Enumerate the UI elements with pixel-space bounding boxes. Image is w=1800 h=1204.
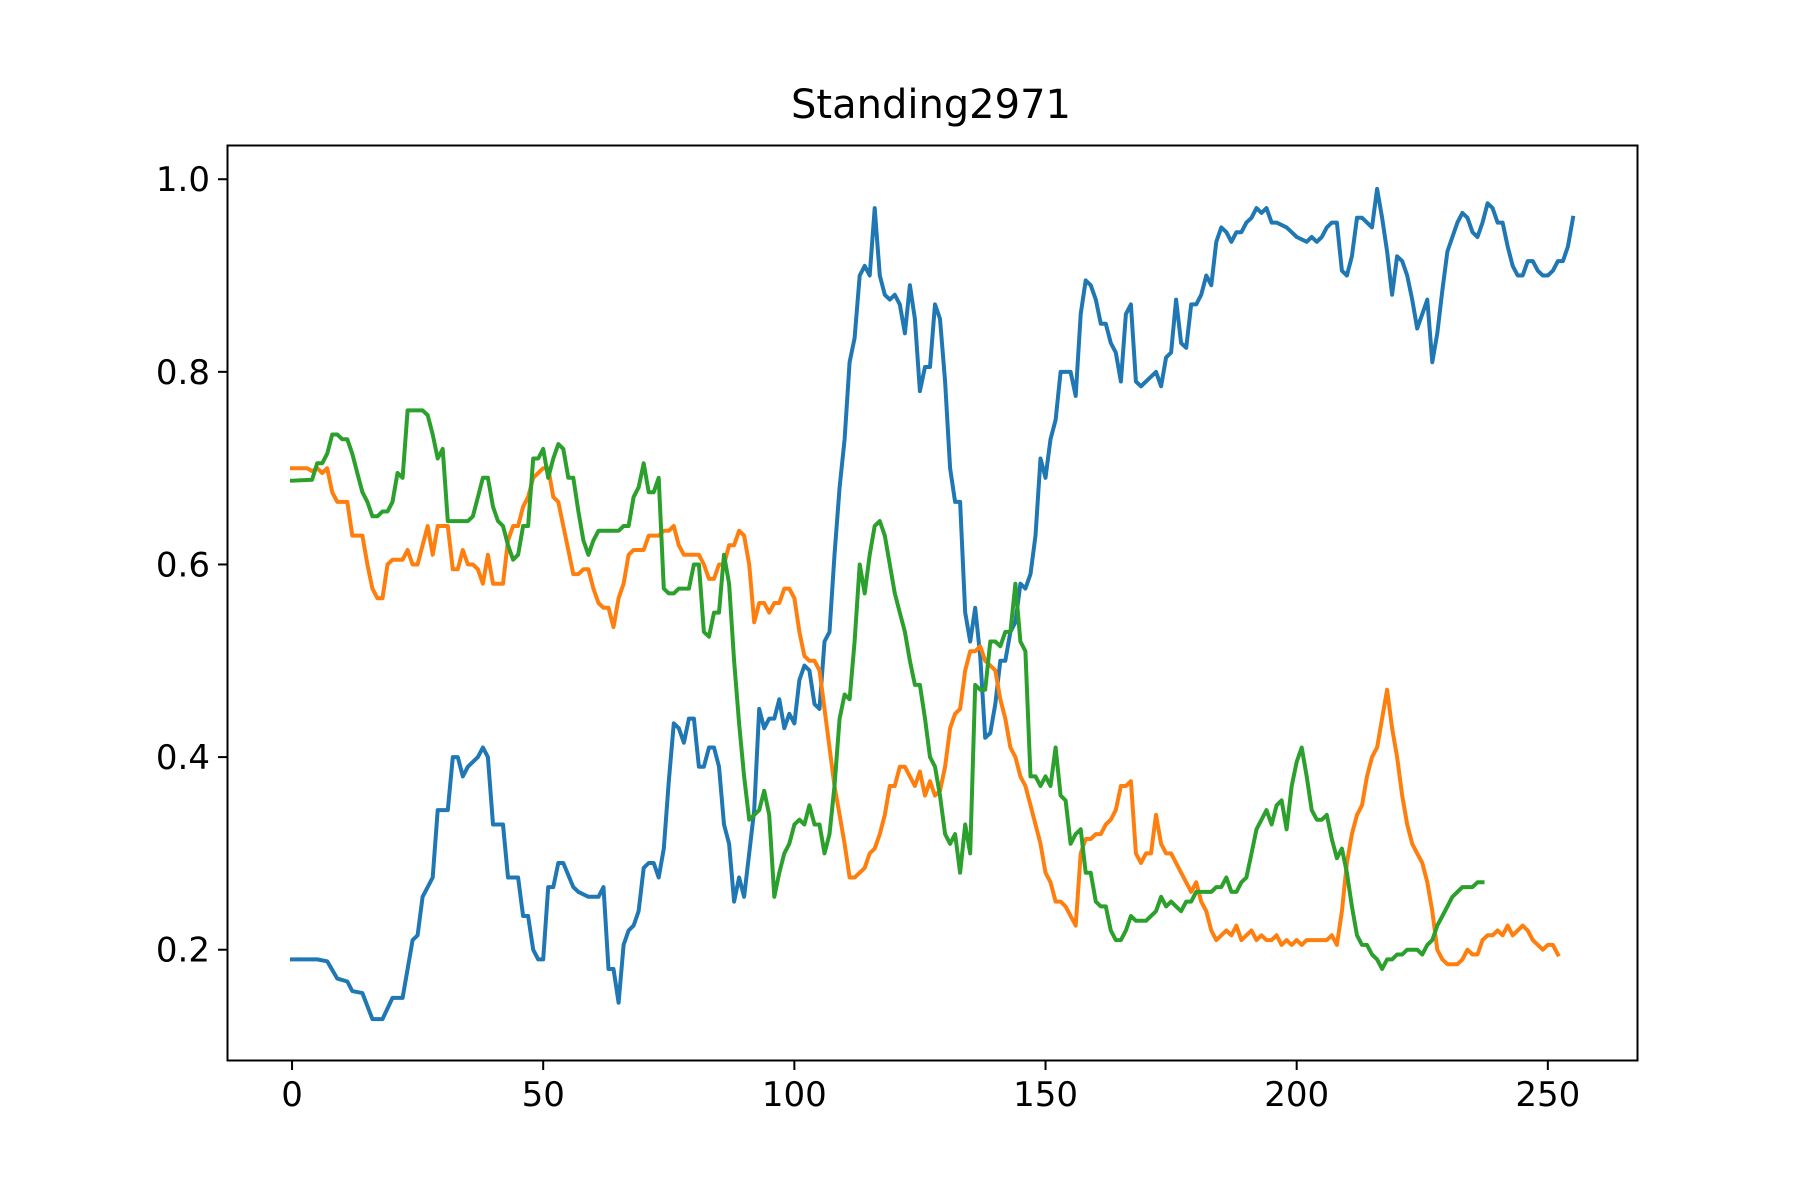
series-layer [289,186,1576,1022]
x-tick-label: 0 [281,1075,303,1115]
y-tick-label: 0.2 [156,931,210,971]
y-tick-label: 0.6 [156,545,210,585]
x-tick-label: 250 [1515,1075,1580,1115]
chart-title: Standing2971 [791,82,1071,128]
x-tick-label: 150 [1013,1075,1078,1115]
y-tick-label: 0.4 [156,738,210,778]
y-tick-label: 1.0 [156,160,210,200]
y-tick-label: 0.8 [156,353,210,393]
plot-frame [226,144,1639,1062]
x-tick-label: 50 [522,1075,565,1115]
series-line-1 [290,186,1576,1022]
y-axis: 0.2 0.4 0.6 0.8 1.0 [156,160,228,971]
x-tick-label: 200 [1264,1075,1329,1115]
series-line-3 [289,408,1485,971]
series-line-2 [290,466,1561,967]
x-tick-label: 100 [762,1075,827,1115]
x-axis: 0 50 100 150 200 250 [281,1060,1580,1115]
